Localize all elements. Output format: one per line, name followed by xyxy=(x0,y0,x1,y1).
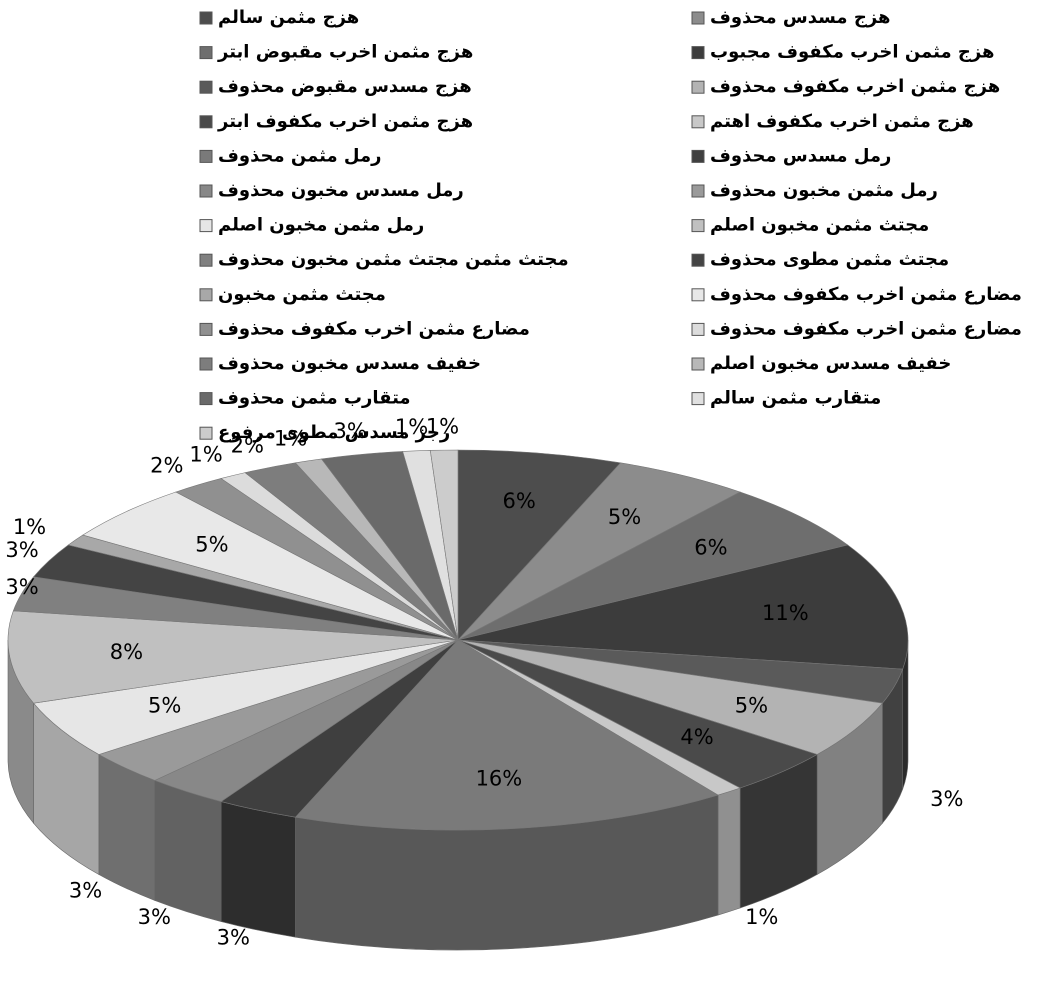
legend-label: مضارع مثمن اخرب مكفوف محذوف xyxy=(710,318,1022,339)
slice-side xyxy=(154,779,222,922)
slice xyxy=(294,639,719,831)
data-label: 3% xyxy=(930,787,963,811)
legend-label: خفيف مسدس مخبون محذوف xyxy=(218,353,481,374)
legend-marker xyxy=(691,357,705,371)
data-label: 5% xyxy=(148,694,181,718)
data-label: 6% xyxy=(694,536,727,560)
legend-marker xyxy=(199,46,213,60)
legend-label: رمل مثمن مخبون محذوف xyxy=(710,180,938,201)
legend-label: رجز مسدس مطوى مرفوع xyxy=(218,422,450,443)
legend-marker xyxy=(691,11,705,25)
legend-marker xyxy=(199,392,213,406)
legend-label: مضارع مثمن اخرب مكفوف محذوف xyxy=(218,318,530,339)
legend-marker xyxy=(199,149,213,163)
legend-marker xyxy=(199,219,213,233)
legend-label: هزج مثمن اخرب مكفوف اهتم xyxy=(710,111,974,132)
slice-side xyxy=(220,801,296,938)
data-label: 1% xyxy=(395,415,428,439)
data-label: 11% xyxy=(762,601,809,625)
legend-label: هزج مثمن سالم xyxy=(218,7,359,28)
data-label: 8% xyxy=(110,640,143,664)
data-label: 3% xyxy=(69,878,102,902)
legend-label: متقارب مثمن محذوف xyxy=(218,388,411,409)
legend-marker xyxy=(199,322,213,336)
legend-marker xyxy=(691,149,705,163)
legend-label: مجتث مثمن مطوى محذوف xyxy=(710,249,949,270)
data-label: 3% xyxy=(138,905,171,929)
data-label: 3% xyxy=(5,575,38,599)
legend-label: هزج مثمن اخرب مقبوض ابتر xyxy=(217,42,473,63)
legend-label: رمل مسدس محذوف xyxy=(710,145,891,166)
legend-marker xyxy=(199,253,213,267)
data-label: 3% xyxy=(5,538,38,562)
slice xyxy=(7,610,459,704)
data-label: 2% xyxy=(150,453,183,477)
legend-marker xyxy=(691,219,705,233)
data-label: 1% xyxy=(745,905,778,929)
legend-label: رمل مثمن محذوف xyxy=(218,145,381,166)
slice xyxy=(457,544,909,670)
legend-label: مجتث مثمن مخبون xyxy=(218,284,386,305)
legend-marker xyxy=(691,115,705,129)
data-label: 16% xyxy=(476,767,523,791)
legend-marker xyxy=(691,322,705,336)
legend-label: رمل مثمن مخبون اصلم xyxy=(218,215,424,236)
legend-marker xyxy=(691,80,705,94)
legend-marker xyxy=(199,288,213,302)
slice xyxy=(429,449,459,641)
legend-label: هزج مسدس مقبوض محذوف xyxy=(218,76,472,97)
data-label: 5% xyxy=(195,532,228,556)
legend-label: رمل مسدس مخبون محذوف xyxy=(218,180,464,201)
legend-label: مجتث مثمن مخبون اصلم xyxy=(710,215,929,236)
data-label: 4% xyxy=(680,725,713,749)
data-label: 1% xyxy=(426,414,459,438)
legend-marker xyxy=(691,184,705,198)
data-label: 5% xyxy=(735,694,768,718)
data-label: 2% xyxy=(231,434,264,458)
data-label: 6% xyxy=(503,489,536,513)
data-label: 1% xyxy=(189,443,222,467)
data-label: 3% xyxy=(334,419,367,443)
data-label: 5% xyxy=(608,505,641,529)
data-label: 1% xyxy=(274,426,307,450)
legend-marker xyxy=(691,46,705,60)
legend-marker xyxy=(199,11,213,25)
legend-label: هزج مسدس محذوف xyxy=(710,7,891,28)
legend-marker xyxy=(199,357,213,371)
legend-label: هزج مثمن اخرب مكفوف مجبوب xyxy=(710,42,995,63)
legend-label: خفيف مسدس مخبون اصلم xyxy=(710,353,951,374)
legend-label: متقارب مثمن سالم xyxy=(710,388,881,409)
legend-label: مضارع مثمن اخرب مكفوف محذوف xyxy=(710,284,1022,305)
legend-marker xyxy=(691,253,705,267)
legend-marker xyxy=(691,392,705,406)
legend-label: هزج مثمن اخرب مكفوف ابتر xyxy=(217,111,473,132)
data-label: 1% xyxy=(13,515,46,539)
legend-marker xyxy=(199,115,213,129)
slice-side xyxy=(717,787,741,916)
legend-label: مجتث مثمن مجتث مثمن مخبون محذوف xyxy=(218,249,569,270)
legend-marker xyxy=(691,288,705,302)
slice xyxy=(457,491,849,641)
legend-label: هزج مثمن اخرب مكفوف محذوف xyxy=(710,76,1000,97)
legend-marker xyxy=(199,184,213,198)
legend-marker xyxy=(199,80,213,94)
slice xyxy=(457,449,622,641)
legend-marker xyxy=(199,426,213,440)
data-label: 3% xyxy=(217,925,250,949)
